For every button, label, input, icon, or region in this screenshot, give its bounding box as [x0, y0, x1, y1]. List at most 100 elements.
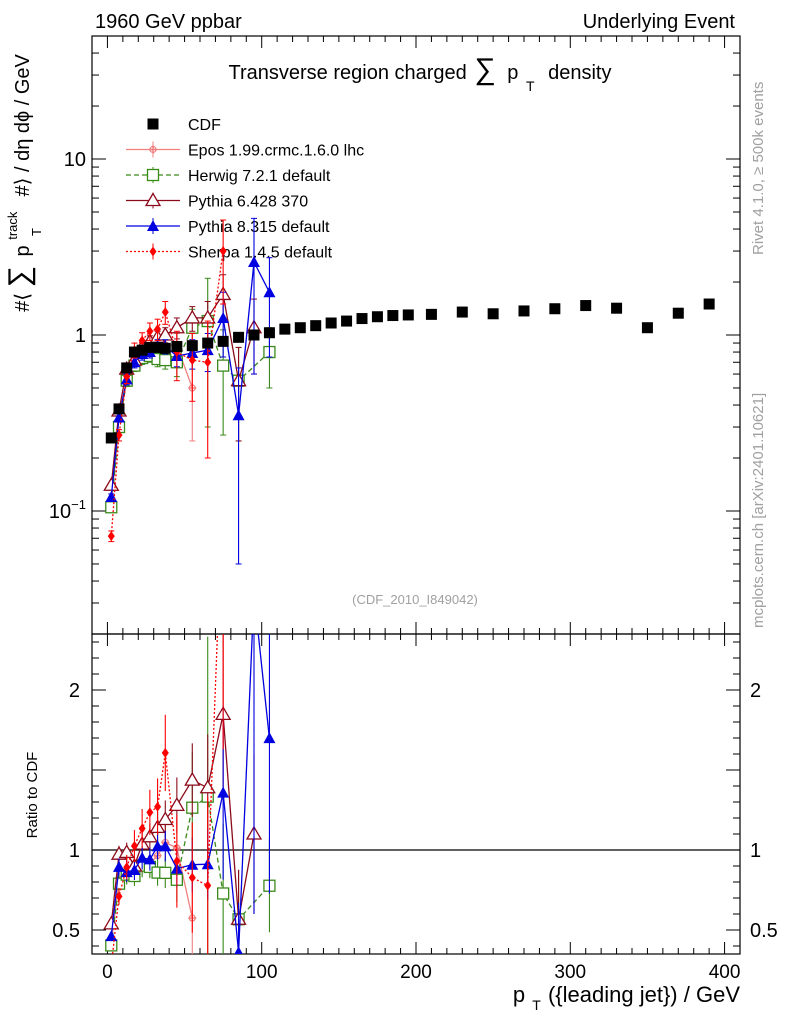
ratio-point [159, 840, 172, 852]
ratio-line [111, 634, 219, 954]
data-point [248, 255, 260, 267]
data-point [279, 323, 291, 335]
legend-marker [146, 168, 160, 182]
data-point [672, 307, 684, 319]
data-point [136, 344, 148, 356]
data-point [115, 430, 123, 441]
data-point [146, 326, 154, 337]
data-point [219, 246, 227, 257]
ratio-tick-label: 1 [750, 840, 761, 862]
ratio-point [234, 946, 243, 954]
data-point [159, 342, 171, 354]
data-point [703, 298, 715, 310]
data-point [341, 315, 353, 327]
analysis-subtitle: (CDF_2010_I849042) [352, 592, 478, 607]
ratio-point [217, 786, 230, 798]
data-point [105, 432, 117, 444]
ratio-point [128, 864, 141, 875]
data-point [248, 329, 260, 341]
data-point [233, 331, 245, 343]
data-point [188, 355, 196, 366]
data-point [263, 286, 276, 298]
data-point [216, 359, 230, 372]
x-tick-label: 0 [102, 962, 113, 983]
data-point [144, 341, 156, 353]
data-point [159, 353, 172, 367]
legend-marker [144, 192, 162, 207]
ratio-point [159, 866, 172, 880]
ratio-point [263, 732, 276, 744]
data-point [641, 322, 653, 334]
ratio-y-axis-label: Ratio to CDF [24, 752, 41, 839]
legend-label: Pythia 6.428 370 [188, 194, 308, 211]
ratio-point [204, 880, 212, 891]
data-point [456, 306, 468, 318]
y-axis-label: #⟨ ∑ p track T #⟩ / dη dϕ / GeV [0, 53, 46, 311]
data-point [184, 309, 201, 324]
ratio-point [105, 939, 118, 952]
data-point [161, 307, 169, 318]
data-point [105, 491, 118, 503]
ratio-point [130, 841, 138, 851]
ratio-axes: 0 100 200 300 400 0.5 0.5 1 1 2 2 [52, 634, 778, 983]
ratio-point [103, 915, 120, 930]
data-point [356, 313, 368, 325]
ratio-point [199, 779, 216, 794]
x-tick-label: 400 [709, 962, 741, 983]
ratio-point [105, 930, 118, 942]
main-series [103, 217, 715, 565]
ratio-point [184, 771, 201, 786]
data-point [325, 317, 337, 329]
data-point [217, 335, 229, 347]
data-point [154, 324, 162, 335]
ratio-series [103, 634, 276, 954]
ratio-tick-label: 0.5 [52, 920, 80, 942]
data-point [217, 311, 230, 323]
legend-marker [149, 145, 157, 154]
main-axes: 10−1 1 10 [49, 35, 740, 635]
header-left: 1960 GeV ppbar [95, 11, 242, 33]
ratio-tick-label: 2 [69, 680, 80, 702]
data-point [387, 310, 399, 322]
ratio-point [151, 840, 164, 852]
side-label-mcplots: mcplots.cern.ch [arXiv:2401.10621] [750, 393, 767, 628]
y-tick-label: 1 [75, 325, 86, 347]
data-point [611, 302, 623, 314]
ratio-series-4 [105, 634, 276, 954]
ratio-point [136, 851, 149, 863]
data-point [128, 346, 140, 358]
ratio-point [188, 872, 196, 883]
series-4 [105, 217, 276, 565]
ratio-series-3 [103, 634, 263, 954]
ratio-point [115, 891, 123, 902]
ratio-point [138, 823, 146, 834]
data-point [425, 308, 437, 320]
legend-label: Herwig 7.2.1 default [188, 168, 331, 185]
legend-entry: Epos 1.99.crmc.1.6.0 lhc [126, 141, 364, 160]
series-0 [105, 298, 715, 444]
ratio-tick-label: 1 [69, 840, 80, 862]
data-point [294, 322, 306, 334]
ratio-series-5 [111, 634, 224, 954]
ratio-point [123, 862, 131, 873]
series-line [110, 250, 224, 537]
ratio-point [146, 807, 154, 818]
data-point [186, 340, 198, 352]
x-axis-label: p T ({leading jet}) / GeV [513, 982, 740, 1015]
ratio-point [161, 747, 169, 758]
ratio-point [143, 853, 156, 865]
data-point [232, 409, 245, 421]
legend-entry: Pythia 8.315 default [126, 218, 330, 236]
ratio-point [113, 860, 125, 872]
ratio-point [157, 811, 174, 826]
chart-title: Transverse region charged ∑ p T density [229, 53, 612, 96]
data-point [263, 327, 275, 339]
ratio-point [216, 887, 230, 900]
data-point [171, 341, 183, 353]
data-point [202, 337, 214, 349]
data-point [121, 362, 133, 374]
x-tick-label: 300 [554, 962, 586, 983]
data-point [518, 305, 530, 317]
legend-label: Pythia 8.315 default [188, 219, 330, 236]
